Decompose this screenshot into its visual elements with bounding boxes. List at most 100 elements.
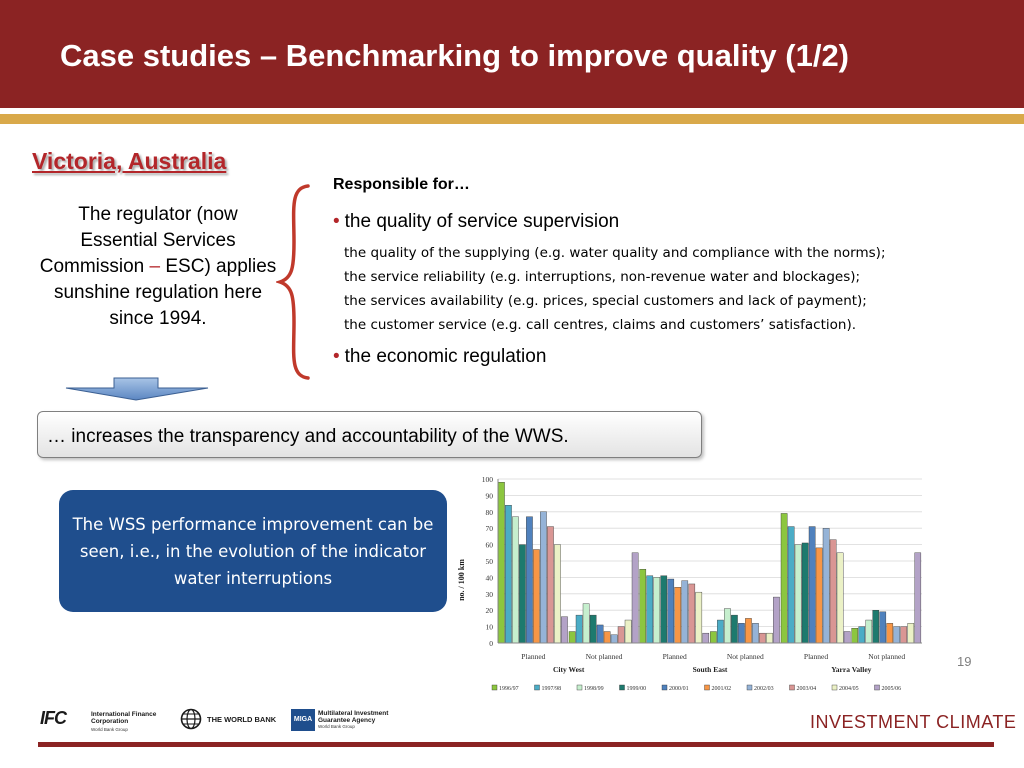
legend-label: 2003/04 xyxy=(797,686,817,692)
bar-2003-04-3 xyxy=(759,632,766,644)
legend-swatch xyxy=(746,684,753,691)
legend-swatch xyxy=(661,684,668,691)
bullet-text: the quality of service supervision xyxy=(344,211,620,232)
legend-swatch xyxy=(831,684,838,691)
legend-label: 2000/01 xyxy=(669,686,689,692)
chart-x-labels: Planned Not planned Planned Not planned Plan… xyxy=(521,652,905,674)
x-category-label: Not planned xyxy=(586,652,623,661)
chart-bars xyxy=(498,482,922,644)
bar-2002-03-4 xyxy=(822,528,830,644)
x-category-label: Planned xyxy=(521,652,545,661)
slide-title: Case studies – Benchmarking to improve q… xyxy=(60,38,850,73)
bar-2003-04-2 xyxy=(688,583,696,644)
transparency-callout: … increases the transparency and account… xyxy=(37,411,702,458)
bar-2001-02-5 xyxy=(886,623,894,644)
bar-1997-98-0 xyxy=(505,505,512,644)
legend-label: 2005/06 xyxy=(882,686,902,692)
y-tick-label: 40 xyxy=(486,573,494,582)
legend-label: 2001/02 xyxy=(712,686,732,692)
y-tick-label: 90 xyxy=(486,491,494,500)
legend-label: 1999/00 xyxy=(627,686,647,692)
y-tick-label: 0 xyxy=(489,639,493,648)
bar-2000-01-1 xyxy=(596,624,604,644)
legend-swatch xyxy=(619,684,625,691)
bar-2004-05-2 xyxy=(695,591,703,644)
x-region-label: City West xyxy=(553,665,585,674)
performance-callout: The WSS performance improvement can be s… xyxy=(59,490,447,612)
header-divider-gold xyxy=(0,114,1024,124)
bar-2003-04-5 xyxy=(900,626,908,644)
legend-label: 1996/97 xyxy=(499,686,519,692)
x-region-label: South East xyxy=(693,665,728,674)
bar-1999-00-2 xyxy=(660,575,668,644)
bar-2004-05-5 xyxy=(907,623,915,644)
footer-divider xyxy=(38,742,994,747)
bar-1996-97-1 xyxy=(568,631,576,644)
bar-1998-99-5 xyxy=(865,619,873,644)
sub-item-customer-service: the customer service (e.g. call centres,… xyxy=(344,317,857,333)
x-category-label: Planned xyxy=(804,652,828,661)
bar-2004-05-0 xyxy=(554,544,561,644)
legend-swatch xyxy=(874,684,880,691)
y-tick-label: 20 xyxy=(486,606,494,615)
water-interruptions-chart: 0 10 20 30 40 50 60 70 80 90 100 Planned Not planne… xyxy=(450,470,930,702)
header-divider-white xyxy=(0,108,1024,114)
bar-2004-05-1 xyxy=(624,619,632,644)
bar-2000-01-2 xyxy=(667,578,675,644)
bar-1999-00-4 xyxy=(801,542,809,644)
supervision-sub-items: the quality of the supplying (e.g. water… xyxy=(344,241,886,337)
bar-2001-02-3 xyxy=(745,618,752,644)
bar-2005-06-4 xyxy=(843,631,851,644)
curly-brace-icon xyxy=(276,184,310,380)
miga-name: Multilateral Investment Guarantee Agency xyxy=(318,710,389,724)
bullet-dot-icon: • xyxy=(333,211,340,232)
y-tick-label: 10 xyxy=(486,623,494,632)
bar-2001-02-1 xyxy=(603,631,611,644)
y-tick-label: 100 xyxy=(482,475,494,484)
bar-2004-05-3 xyxy=(766,632,773,644)
bar-2002-03-2 xyxy=(681,580,689,644)
legend-swatch xyxy=(576,684,583,691)
world-bank-name: THE WORLD BANK xyxy=(207,715,277,724)
bar-2001-02-2 xyxy=(674,587,682,644)
bullet-dot-icon: • xyxy=(333,346,340,367)
legend-label: 1998/99 xyxy=(584,686,604,692)
bar-2002-03-5 xyxy=(893,626,901,644)
bar-1996-97-2 xyxy=(639,568,647,644)
bar-1996-97-3 xyxy=(710,631,717,644)
world-bank-globe-icon xyxy=(180,708,202,730)
bar-2002-03-0 xyxy=(540,511,547,644)
sub-item-availability: the services availability (e.g. prices, … xyxy=(344,293,867,309)
bar-1998-99-1 xyxy=(582,603,590,644)
bar-1999-00-1 xyxy=(589,614,597,644)
bar-2000-01-0 xyxy=(526,516,533,644)
brand-name: INVESTMENT CLIMATE xyxy=(810,712,1017,732)
bar-2003-04-1 xyxy=(617,626,625,644)
bar-2005-06-2 xyxy=(702,632,710,644)
legend-swatch xyxy=(491,684,498,691)
bar-2005-06-1 xyxy=(631,552,639,644)
bar-2001-02-0 xyxy=(533,549,540,644)
legend-label: 2004/05 xyxy=(839,686,859,692)
bar-2004-05-4 xyxy=(836,552,844,644)
bullet-text: the economic regulation xyxy=(344,346,547,367)
bar-2000-01-3 xyxy=(738,623,745,644)
x-category-label: Not planned xyxy=(727,652,764,661)
bar-2000-01-5 xyxy=(879,611,887,644)
regulator-description: The regulator (now Essential Services Co… xyxy=(38,202,278,332)
x-region-label: Yarra Valley xyxy=(831,665,871,674)
chart-legend: 1996/97 1997/98 1998/99 1999/00 2000/01 2001/… xyxy=(491,684,902,692)
page-number: 19 xyxy=(957,654,972,669)
bar-2005-06-0 xyxy=(561,616,568,644)
legend-swatch xyxy=(789,684,795,691)
bar-1997-98-1 xyxy=(575,614,583,644)
bar-1999-00-0 xyxy=(519,544,526,644)
legend-label: 2002/03 xyxy=(754,686,774,692)
down-arrow-icon xyxy=(65,377,209,401)
bar-1998-99-3 xyxy=(724,608,731,644)
x-category-label: Not planned xyxy=(868,652,905,661)
bar-2005-06-5 xyxy=(914,552,922,644)
responsible-label: Responsible for… xyxy=(333,176,470,193)
x-category-label: Planned xyxy=(663,652,687,661)
bar-1999-00-5 xyxy=(872,609,880,644)
